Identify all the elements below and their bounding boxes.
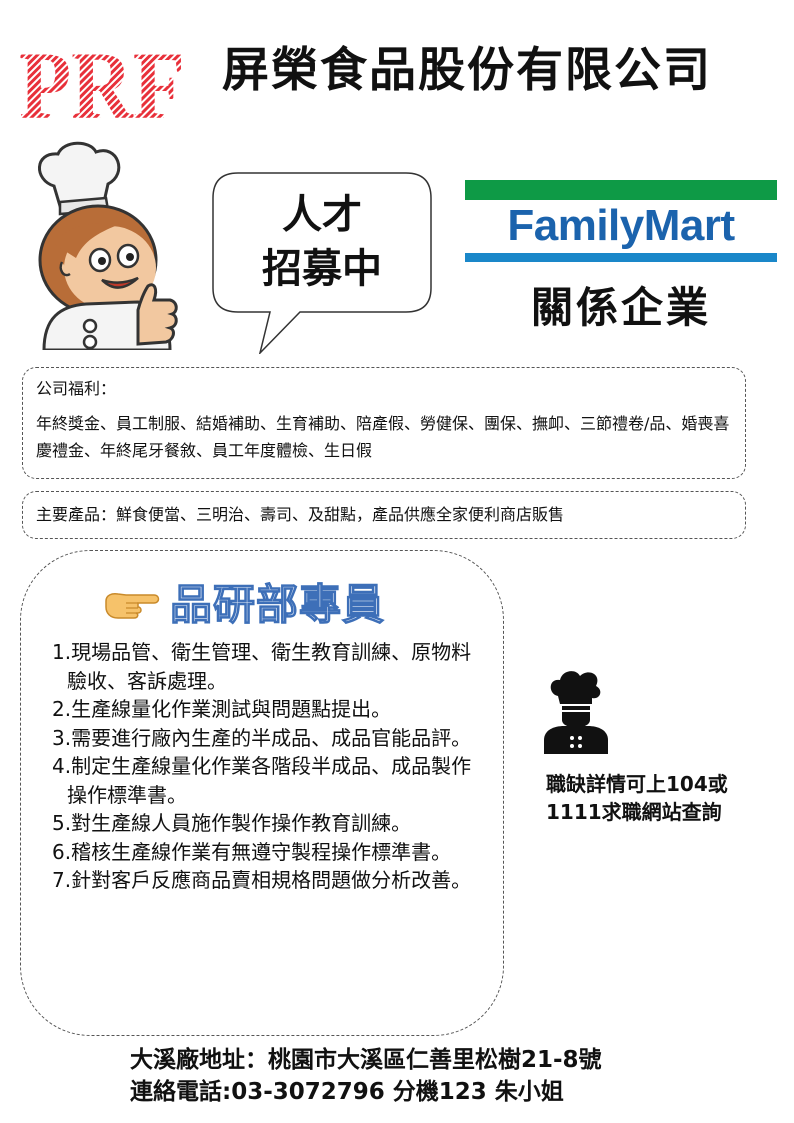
duty-item: 6.稽核生產線作業有無遵守製程操作標準書。 <box>52 839 452 864</box>
benefits-box <box>22 367 746 479</box>
duty-item: 4.制定生產線量化作業各階段半成品、成品製作操作標準書。 <box>52 754 472 807</box>
products-text: 主要產品：鮮食便當、三明治、壽司、及甜點，產品供應全家便利商店販售 <box>36 505 565 524</box>
job-title: 品研部專員 <box>169 579 386 629</box>
duty-item: 7.針對客戶反應商品賣相規格問題做分析改善。 <box>52 868 472 892</box>
chef-mascot-illustration <box>38 141 178 350</box>
duty-item: 1.現場品管、衛生管理、衛生教育訓練、原物料驗收、客訴處理。 <box>52 640 472 693</box>
company-name: 屏榮食品股份有限公司 <box>222 43 712 98</box>
bubble-line-2: 招募中 <box>262 246 382 292</box>
job-info-text: 職缺詳情可上104或1111求職網站查詢 <box>546 772 728 824</box>
chef-icon <box>544 671 608 754</box>
job-description-box <box>20 550 504 1036</box>
logo-text: PRF <box>19 44 185 122</box>
prf-logo: PRF <box>19 44 185 122</box>
duty-item: 5.對生產線人員施作製作操作教育訓練。 <box>52 811 412 835</box>
benefits-title: 公司福利： <box>36 379 117 398</box>
benefits-text: 年終獎金、員工制服、結婚補助、生育補助、陪產假、勞健保、團保、撫卹、三節禮卷/品… <box>36 414 730 460</box>
factory-address: 大溪廠地址：桃園市大溪區仁善里松樹21-8號 <box>130 1047 602 1073</box>
affiliation-text: 關係企業 <box>530 283 711 332</box>
contact-phone: 連絡電話:03-3072796 分機123 朱小姐 <box>130 1079 564 1105</box>
speech-bubble <box>212 172 432 354</box>
duty-list: 1.現場品管、衛生管理、衛生教育訓練、原物料驗收、客訴處理。 2.生產線量化作業… <box>52 638 472 895</box>
familymart-green-bar <box>465 180 777 200</box>
bubble-line-1: 人才 <box>282 192 362 238</box>
products-box <box>22 491 746 539</box>
duty-item: 2.生產線量化作業測試與問題點提出。 <box>52 697 392 721</box>
pointing-hand-icon <box>105 593 160 619</box>
familymart-logo-text: FamilyMart <box>507 201 735 250</box>
familymart-blue-bar <box>465 253 777 262</box>
duty-item: 3.需要進行廠內生產的半成品、成品官能品評。 <box>52 725 472 750</box>
